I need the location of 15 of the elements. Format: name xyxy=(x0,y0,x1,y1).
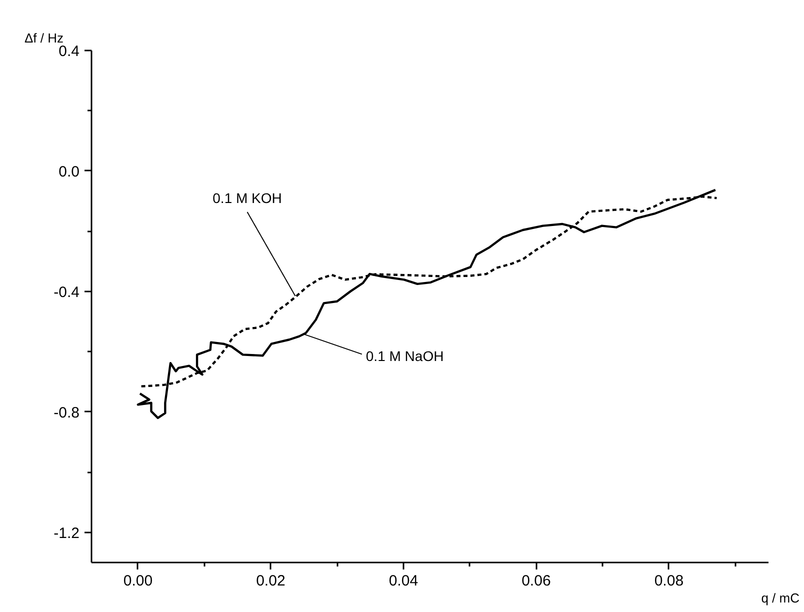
x-tick-label: 0.00 xyxy=(123,572,153,590)
y-tick-label: 0.0 xyxy=(58,163,80,180)
x-tick-label: 0.02 xyxy=(256,572,286,590)
x-axis-title: q / mC xyxy=(761,590,800,606)
y-tick-label: -0.4 xyxy=(54,284,80,301)
y-tick-label: -0.8 xyxy=(54,404,80,422)
y-tick-label: 0.4 xyxy=(58,43,80,60)
annotation: 0.1 M NaOH xyxy=(366,348,444,364)
x-tick-label: 0.04 xyxy=(388,572,418,590)
x-tick-label: 0.06 xyxy=(522,572,551,590)
y-tick-label: -1.2 xyxy=(54,524,80,542)
line-series xyxy=(136,188,716,420)
x-tick-label: 0.08 xyxy=(654,572,684,590)
annotation: 0.1 M KOH xyxy=(212,190,282,206)
y-axis-title: Δf / Hz xyxy=(24,30,64,46)
